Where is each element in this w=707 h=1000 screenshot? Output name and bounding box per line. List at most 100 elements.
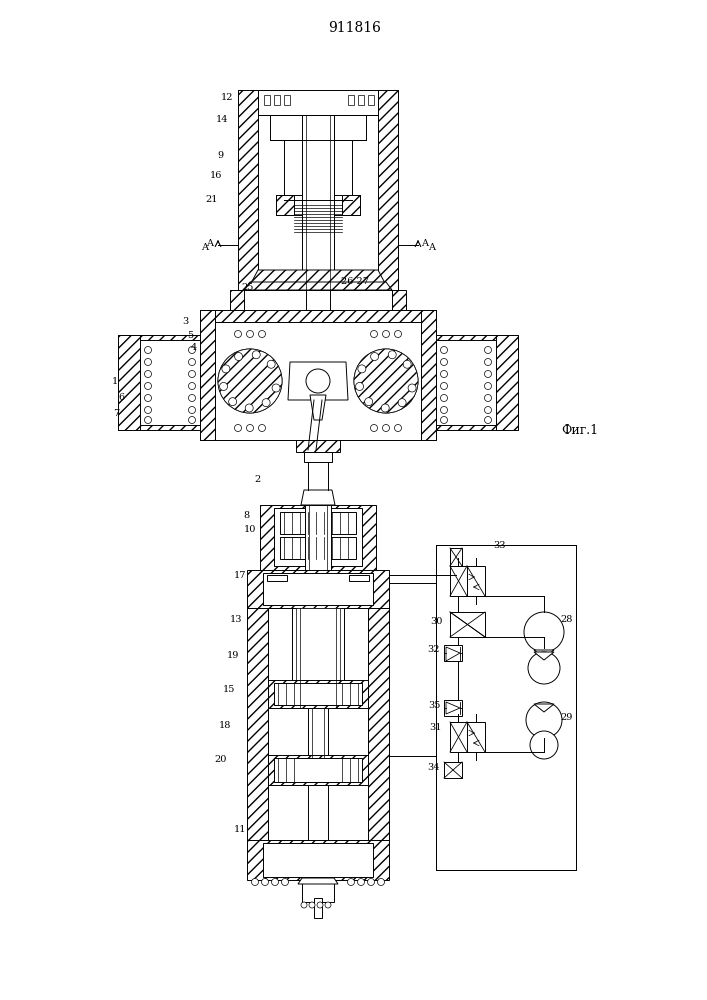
Circle shape	[144, 347, 151, 354]
Polygon shape	[200, 310, 436, 322]
Circle shape	[272, 384, 280, 392]
Bar	[302, 880, 334, 902]
Circle shape	[381, 404, 390, 412]
Circle shape	[358, 365, 366, 373]
Circle shape	[370, 424, 378, 432]
Polygon shape	[298, 878, 338, 884]
Text: 33: 33	[493, 540, 506, 550]
Circle shape	[259, 330, 266, 338]
Polygon shape	[247, 570, 389, 608]
Bar	[280, 512, 356, 534]
Polygon shape	[436, 335, 518, 430]
Bar	[308, 708, 328, 758]
Text: 7: 7	[113, 408, 119, 418]
Bar	[368, 95, 374, 105]
Polygon shape	[276, 195, 294, 215]
Bar	[258, 90, 378, 115]
Circle shape	[189, 416, 196, 424]
Bar	[302, 115, 334, 290]
Text: A: A	[421, 239, 428, 248]
Text: 21: 21	[206, 196, 218, 205]
Text: 17: 17	[234, 570, 246, 580]
Bar	[304, 452, 332, 462]
Circle shape	[267, 360, 275, 368]
Polygon shape	[368, 608, 389, 840]
Text: 29: 29	[561, 714, 573, 722]
Text: 3: 3	[182, 318, 188, 326]
Polygon shape	[301, 490, 335, 505]
Circle shape	[301, 902, 307, 908]
Circle shape	[189, 406, 196, 414]
Circle shape	[252, 351, 260, 359]
Circle shape	[245, 404, 253, 412]
Circle shape	[526, 702, 562, 738]
Circle shape	[356, 382, 363, 390]
Text: 1: 1	[112, 377, 118, 386]
Circle shape	[388, 351, 396, 359]
Circle shape	[440, 394, 448, 401]
Bar	[274, 683, 362, 705]
Text: 14: 14	[216, 115, 228, 124]
Circle shape	[218, 349, 282, 413]
Text: 19: 19	[227, 650, 239, 660]
Circle shape	[262, 879, 269, 886]
Bar	[274, 95, 280, 105]
Circle shape	[440, 347, 448, 354]
Circle shape	[484, 359, 491, 365]
Polygon shape	[534, 650, 554, 658]
Polygon shape	[534, 704, 554, 712]
Circle shape	[259, 424, 266, 432]
Text: 26 27: 26 27	[341, 276, 369, 286]
Bar	[267, 575, 287, 581]
Text: Фиг.1: Фиг.1	[561, 424, 599, 436]
Polygon shape	[296, 440, 340, 452]
Circle shape	[370, 330, 378, 338]
Polygon shape	[288, 362, 348, 400]
Circle shape	[484, 347, 491, 354]
Text: A: A	[201, 243, 209, 252]
Circle shape	[354, 349, 418, 413]
Bar	[244, 290, 392, 310]
Circle shape	[252, 879, 259, 886]
Polygon shape	[260, 505, 376, 570]
Text: A: A	[206, 239, 214, 248]
Circle shape	[222, 365, 230, 373]
Circle shape	[368, 879, 375, 886]
Bar	[450, 548, 462, 566]
Text: 8: 8	[243, 510, 249, 520]
Bar	[436, 545, 576, 870]
Bar	[305, 505, 331, 570]
Circle shape	[317, 902, 323, 908]
Text: 20: 20	[215, 756, 227, 764]
Circle shape	[382, 424, 390, 432]
Bar	[292, 608, 344, 708]
Bar	[284, 95, 290, 105]
Circle shape	[144, 370, 151, 377]
Bar	[444, 645, 462, 661]
Circle shape	[403, 360, 411, 368]
Bar	[140, 340, 200, 425]
Circle shape	[247, 424, 254, 432]
Bar	[263, 843, 373, 877]
Circle shape	[144, 406, 151, 414]
Bar	[274, 758, 362, 782]
Polygon shape	[238, 90, 398, 115]
Circle shape	[440, 359, 448, 365]
Circle shape	[398, 399, 406, 407]
Text: 13: 13	[230, 615, 243, 624]
Bar	[358, 95, 364, 105]
Circle shape	[440, 406, 448, 414]
Circle shape	[484, 382, 491, 389]
Circle shape	[370, 353, 378, 361]
Polygon shape	[496, 335, 518, 430]
Circle shape	[218, 349, 282, 413]
Polygon shape	[247, 608, 268, 840]
Polygon shape	[268, 755, 368, 785]
Text: 18: 18	[218, 720, 231, 730]
Bar	[450, 566, 485, 596]
Bar	[444, 700, 462, 716]
Circle shape	[530, 731, 558, 759]
Bar	[436, 340, 496, 425]
Circle shape	[309, 902, 315, 908]
Polygon shape	[534, 652, 554, 660]
